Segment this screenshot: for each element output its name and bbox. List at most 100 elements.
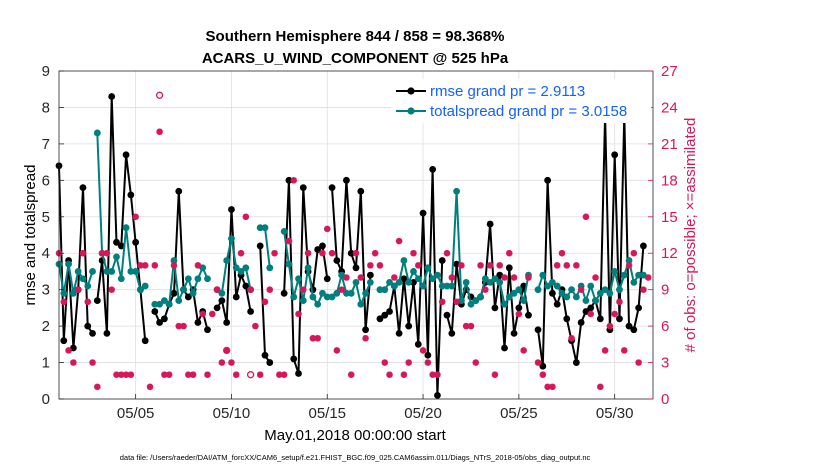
spread-point [496,278,504,286]
y-right-tick-label: 27 [661,63,678,80]
rmse-point [424,351,432,359]
rmse-point [242,282,250,290]
rmse-point [544,176,552,184]
y-right-tick-label: 6 [661,318,669,335]
rmse-point [117,242,125,250]
rmse-point [285,176,293,184]
obs-assimilated-marker [482,286,489,293]
obs-assimilated-marker [189,371,197,378]
y-right-tick-label: 15 [661,209,678,226]
rmse-point [256,242,264,250]
spread-point [630,278,638,286]
obs-assimilated-marker [261,298,269,306]
spread-point [180,286,187,294]
obs-assimilated-marker [486,262,494,269]
spread-point [165,300,173,308]
obs-assimilated-marker [218,359,226,366]
obs-assimilated-marker [300,286,307,293]
spread-point [132,268,140,275]
spread-point [405,278,413,286]
spread-point [553,282,561,290]
obs-assimilated-marker [587,310,594,318]
rmse-point [122,151,130,159]
spread-point [563,293,571,301]
obs-assimilated-marker [280,371,288,378]
spread-point [366,278,374,286]
rmse-point [357,187,365,195]
rmse-point [534,326,542,334]
obs-assimilated-marker [199,310,206,318]
obs-assimilated-marker [525,274,532,281]
rmse-point [160,315,168,323]
obs-assimilated-marker [74,286,82,293]
obs-assimilated-marker [285,237,293,245]
rmse-point [132,238,140,246]
obs-assimilated-marker [553,262,561,269]
spread-point [175,297,183,304]
rmse-point [151,308,159,315]
obs-assimilated-marker [362,335,369,342]
obs-assimilated-marker [228,359,235,366]
obs-assimilated-marker [448,274,456,281]
spread-point [472,297,480,304]
spread-point [395,278,403,286]
obs-assimilated-marker [386,371,393,378]
rmse-point [60,337,68,345]
spread-point [156,300,163,308]
spread-point [280,227,288,235]
rmse-point [434,391,441,399]
spread-point [510,289,518,297]
rmse-point [113,238,120,246]
spread-point [453,187,460,195]
spread-point [448,282,456,290]
obs-assimilated-marker [295,310,302,318]
rmse-point [141,337,149,345]
y-axis-right-label: # of obs: o=possible; ×=assimilated [682,118,699,353]
obs-assimilated-marker [429,371,436,378]
y-left-tick-label: 9 [42,63,50,80]
rmse-point [343,176,350,184]
plot-area [59,71,653,399]
rmse-point [510,330,518,337]
obs-assimilated-marker [424,359,432,366]
obs-assimilated-marker [60,298,67,306]
rmse-point [515,304,523,312]
rmse-point [84,322,92,330]
obs-assimilated-marker [577,286,585,293]
obs-assimilated-marker [290,177,297,184]
obs-assimilated-marker [568,335,575,342]
obs-assimilated-marker [453,298,460,306]
spread-point [242,264,250,272]
y-left-tick-label: 0 [42,391,50,408]
legend-spread-marker [407,107,415,115]
rmse-line-segment [379,168,444,397]
rmse-point [232,293,240,301]
rmse-point [525,311,532,319]
obs-assimilated-marker [376,262,384,269]
obs-assimilated-marker [611,310,618,318]
spread-point [189,289,197,297]
grid-lines [59,71,653,399]
spread-point [79,275,87,283]
spread-point [108,268,116,275]
data-file-footer: data file: /Users/raeder/DAI/ATM_forcXX/… [120,453,591,462]
spread-point [194,275,202,283]
spread-point [362,289,369,297]
spread-point [261,224,269,232]
rmse-point [323,275,331,283]
obs-assimilated-marker [496,262,503,269]
obs-assimilated-marker [194,262,202,269]
rmse-point [616,315,623,323]
spread-point [204,275,211,283]
rmse-point [414,340,422,348]
spread-point [232,264,240,272]
x-tick-label: 05/30 [596,405,634,422]
obs-assimilated-marker [151,262,159,269]
spread-point [620,271,628,279]
rmse-point [223,319,231,326]
rmse-point [194,319,202,326]
obs-assimilated-marker [458,262,465,269]
rmse-point [127,191,135,199]
obs-assimilated-marker [314,335,321,342]
spread-point [357,300,365,308]
